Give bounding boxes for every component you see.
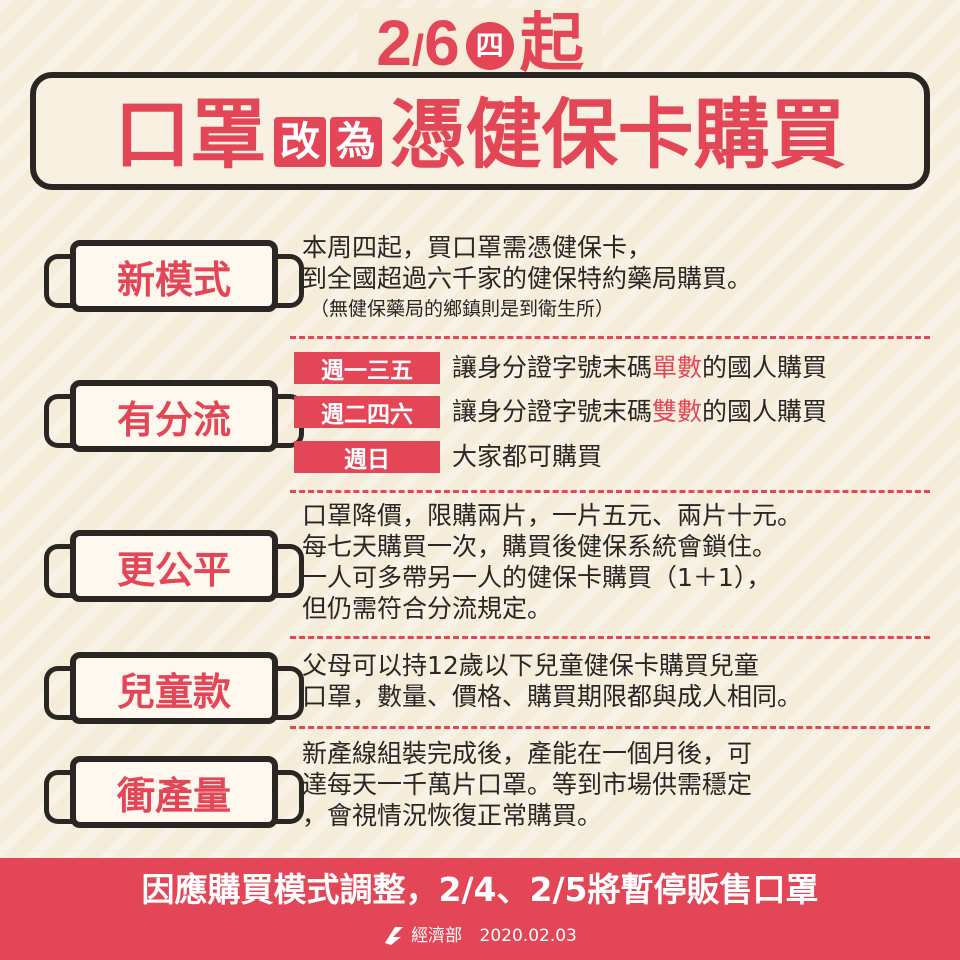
kids-line1: 父母可以持12歲以下兒童健保卡購買兒童	[302, 651, 759, 680]
fair-line3: 一人可多帶另一人的健保卡購買（1＋1），	[302, 563, 772, 592]
day-badge-246: 週二四六	[294, 396, 440, 428]
kids-text: 父母可以持12歲以下兒童健保卡購買兒童 口罩，數量、價格、購買期限都與成人相同。	[302, 650, 802, 712]
day-badge-135: 週一三五	[294, 352, 440, 384]
split-row-246: 讓身分證字號末碼雙數的國人購買	[452, 396, 827, 428]
split-row-post: 的國人購買	[702, 397, 828, 426]
split-row-pre: 讓身分證字號末碼	[452, 353, 653, 382]
date-slash: /	[411, 26, 425, 75]
tag-split: 有分流	[44, 380, 304, 452]
fair-line4: 但仍需符合分流規定。	[302, 594, 553, 623]
new-mode-text: 本周四起，買口罩需憑健保卡， 到全國超過六千家的健保特約藥局購買。 （無健保藥局…	[302, 232, 752, 325]
output-line1: 新產線組裝完成後，產能在一個月後，可	[302, 739, 753, 768]
split-row-pre: 大家都可購買	[452, 442, 603, 471]
split-row-highlight: 雙數	[652, 397, 703, 426]
headline-part1: 口罩	[114, 90, 267, 179]
split-row-highlight: 單數	[652, 353, 703, 382]
headline: 口罩 改為 憑健保卡購買	[36, 92, 924, 199]
output-line3: ，會視情況恢復正常購買。	[302, 801, 603, 830]
footer-banner: 因應購買模式調整，2/4、2/5將暫停販售口罩 經濟部 2020.02.03	[0, 858, 960, 960]
fair-text: 口罩降價，限購兩片，一片五元、兩片十元。 每七天購買一次，購買後健保系統會鎖住。…	[302, 500, 802, 624]
ministry-logo-icon	[383, 925, 405, 956]
headline-part2: 憑健保卡購買	[389, 90, 846, 179]
divider	[290, 490, 930, 493]
fair-line2: 每七天購買一次，購買後健保系統會鎖住。	[302, 532, 778, 561]
date-suffix: 起	[519, 7, 584, 79]
weekday-badge: 四	[465, 22, 514, 70]
publish-date: 2020.02.03	[479, 926, 577, 946]
headline-box1: 改	[274, 117, 326, 167]
split-row-pre: 讓身分證字號末碼	[452, 397, 653, 426]
footer-credit: 經濟部 2020.02.03	[0, 922, 960, 956]
headline-box: 口罩 改為 憑健保卡購買	[30, 72, 930, 190]
headline-box2: 為	[330, 117, 382, 167]
new-mode-line2: 到全國超過六千家的健保特約藥局購買。	[302, 264, 753, 293]
divider	[290, 636, 930, 639]
kids-line2: 口罩，數量、價格、購買期限都與成人相同。	[302, 682, 803, 711]
split-row-post: 的國人購買	[702, 353, 828, 382]
divider	[290, 336, 930, 339]
tag-output: 衝產量	[44, 756, 304, 828]
date-month: 2	[376, 7, 412, 79]
tag-new-mode: 新模式	[44, 240, 304, 312]
tag-fair: 更公平	[44, 530, 304, 602]
date-heading: 2/6 四起	[0, 8, 960, 78]
tag-kids: 兒童款	[44, 652, 304, 724]
new-mode-line1: 本周四起，買口罩需憑健保卡，	[302, 233, 653, 262]
new-mode-note: （無健保藥局的鄉鎮則是到衛生所）	[310, 298, 615, 320]
output-text: 新產線組裝完成後，產能在一個月後，可 達每天一千萬片口罩。等到市場供需穩定 ，會…	[302, 738, 752, 831]
day-badge-sun: 週日	[294, 441, 440, 473]
output-line2: 達每天一千萬片口罩。等到市場供需穩定	[302, 770, 753, 799]
footer-notice: 因應購買模式調整，2/4、2/5將暫停販售口罩	[141, 870, 819, 909]
divider	[290, 726, 930, 729]
agency-name: 經濟部	[411, 926, 463, 946]
split-row-sun: 大家都可購買	[452, 441, 602, 473]
split-row-135: 讓身分證字號末碼單數的國人購買	[452, 352, 827, 384]
date-day: 6	[424, 7, 460, 79]
fair-line1: 口罩降價，限購兩片，一片五元、兩片十元。	[302, 501, 803, 530]
